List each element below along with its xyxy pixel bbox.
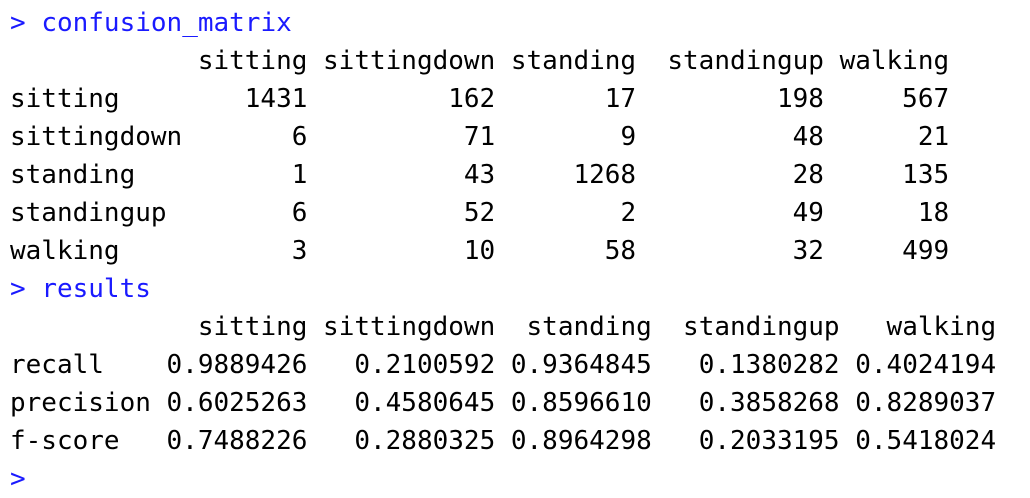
matrix-cell: 9 <box>620 122 637 152</box>
matrix-row: walking 3 10 58 32 499 <box>10 232 1030 270</box>
results-cell: 0.4024194 <box>855 350 997 380</box>
column-header: sittingdown <box>323 46 496 76</box>
column-header: walking <box>886 312 997 342</box>
results-cell: 0.8289037 <box>855 388 997 418</box>
matrix-row: sitting 1431 162 17 198 567 <box>10 80 1030 118</box>
results-cell: 0.4580645 <box>354 388 496 418</box>
row-label: recall <box>10 350 104 380</box>
row-label: standing <box>10 160 136 190</box>
results-cell: 0.8964298 <box>510 426 652 456</box>
matrix-cell: 48 <box>792 122 824 152</box>
matrix-cell: 10 <box>463 236 496 266</box>
results-cell: 0.2100592 <box>354 350 496 380</box>
row-label: standingup <box>10 198 167 228</box>
confusion-matrix-output: sitting sittingdown standing standingup walk… <box>10 42 1030 270</box>
matrix-header-row: sitting sittingdown standing standingup walk… <box>10 42 1030 80</box>
results-cell: 0.7488226 <box>166 426 308 456</box>
command-line: > results <box>10 270 1030 308</box>
results-cell: 0.8596610 <box>510 388 652 418</box>
matrix-cell: 198 <box>776 84 824 114</box>
prompt-symbol: > <box>10 464 26 494</box>
matrix-cell: 1268 <box>573 160 637 190</box>
matrix-cell: 52 <box>463 198 496 228</box>
results-cell: 0.6025263 <box>166 388 308 418</box>
column-header: walking <box>839 46 950 76</box>
matrix-cell: 43 <box>463 160 496 190</box>
column-header: sitting <box>197 312 308 342</box>
results-output: sitting sittingdown standing standingup walk… <box>10 308 1030 460</box>
matrix-cell: 49 <box>792 198 824 228</box>
matrix-cell: 1 <box>291 160 308 190</box>
results-header-row: sitting sittingdown standing standingup walk… <box>10 308 1030 346</box>
command-line: > confusion_matrix <box>10 4 1030 42</box>
column-header: standingup <box>667 46 824 76</box>
matrix-cell: 567 <box>902 84 950 114</box>
matrix-cell: 58 <box>604 236 637 266</box>
prompt-symbol: > <box>10 274 26 304</box>
results-cell: 0.2880325 <box>354 426 496 456</box>
command-text: confusion_matrix <box>41 8 292 38</box>
row-label: precision <box>10 388 151 418</box>
matrix-cell: 135 <box>902 160 950 190</box>
matrix-cell: 32 <box>792 236 824 266</box>
column-header: sittingdown <box>323 312 496 342</box>
results-cell: 0.3858268 <box>698 388 840 418</box>
matrix-cell: 17 <box>604 84 637 114</box>
matrix-cell: 1431 <box>244 84 308 114</box>
row-label: walking <box>10 236 120 266</box>
results-cell: 0.9889426 <box>166 350 308 380</box>
matrix-row: standing 1 43 1268 28 135 <box>10 156 1030 194</box>
matrix-cell: 71 <box>463 122 496 152</box>
results-row: recall 0.9889426 0.2100592 0.9364845 0.13802… <box>10 346 1030 384</box>
matrix-cell: 18 <box>917 198 950 228</box>
row-label: sitting <box>10 84 120 114</box>
matrix-cell: 28 <box>792 160 824 190</box>
command-text: results <box>41 274 151 304</box>
column-header: standingup <box>683 312 840 342</box>
matrix-cell: 499 <box>902 236 950 266</box>
column-header: standing <box>510 46 637 76</box>
results-row: f-score 0.7488226 0.2880325 0.8964298 0.2033… <box>10 422 1030 460</box>
matrix-row: sittingdown 6 71 9 48 21 <box>10 118 1030 156</box>
matrix-cell: 21 <box>917 122 950 152</box>
prompt-symbol: > <box>10 8 26 38</box>
results-cell: 0.1380282 <box>698 350 840 380</box>
input-prompt-line[interactable]: > <box>10 460 1030 498</box>
matrix-cell: 3 <box>291 236 308 266</box>
matrix-row: standingup 6 52 2 49 18 <box>10 194 1030 232</box>
results-cell: 0.2033195 <box>698 426 840 456</box>
row-label: f-score <box>10 426 120 456</box>
row-label: sittingdown <box>10 122 183 152</box>
matrix-cell: 6 <box>291 198 308 228</box>
matrix-cell: 6 <box>291 122 308 152</box>
results-cell: 0.9364845 <box>510 350 652 380</box>
results-row: precision 0.6025263 0.4580645 0.8596610 0.38… <box>10 384 1030 422</box>
column-header: standing <box>526 312 652 342</box>
results-cell: 0.5418024 <box>855 426 997 456</box>
matrix-cell: 2 <box>620 198 637 228</box>
column-header: sitting <box>197 46 308 76</box>
matrix-cell: 162 <box>448 84 496 114</box>
